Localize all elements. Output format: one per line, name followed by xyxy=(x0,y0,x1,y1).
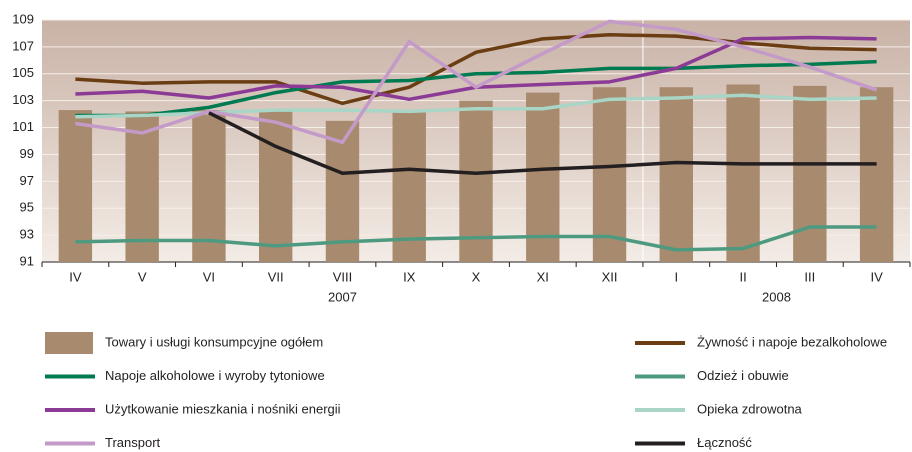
y-tick-label: 99 xyxy=(20,146,34,161)
y-tick-label: 109 xyxy=(12,11,34,26)
legend-label: Napoje alkoholowe i wyroby tytoniowe xyxy=(105,368,325,383)
y-tick-label: 103 xyxy=(12,92,34,107)
x-tick-label: VI xyxy=(203,269,215,284)
x-tick-label: IX xyxy=(403,269,416,284)
x-tick-label: X xyxy=(472,269,481,284)
legend-swatch xyxy=(45,332,93,354)
x-tick-label: XI xyxy=(537,269,549,284)
line-series xyxy=(75,19,878,145)
bar xyxy=(259,110,293,262)
bar xyxy=(58,110,93,262)
y-tick-label: 91 xyxy=(20,253,34,268)
y-tick-label: 101 xyxy=(12,119,34,134)
y-tick-label: 95 xyxy=(20,200,34,215)
bar xyxy=(192,110,226,262)
line-series xyxy=(75,59,877,118)
x-tick-label: II xyxy=(739,269,746,284)
y-tick-label: 97 xyxy=(20,173,34,188)
x-tick-label: I xyxy=(674,269,678,284)
legend-label: Łączność xyxy=(697,435,752,450)
x-tick-label: V xyxy=(138,269,147,284)
bar xyxy=(659,87,693,262)
line-series xyxy=(75,33,877,106)
bar xyxy=(526,92,560,262)
y-tick-label: 105 xyxy=(12,65,34,80)
bar xyxy=(125,111,159,262)
y-tick-label: 93 xyxy=(20,227,34,242)
bar xyxy=(726,84,760,263)
x-tick-label: XII xyxy=(602,269,618,284)
x-tick-label: VII xyxy=(268,269,284,284)
line-series xyxy=(75,225,877,252)
x-tick-label: III xyxy=(804,269,815,284)
bar xyxy=(592,87,627,262)
line-series xyxy=(208,111,877,176)
bar xyxy=(459,100,493,263)
x-tick-label: IV xyxy=(69,269,82,284)
bar xyxy=(793,85,827,262)
legend-label: Towary i usługi konsumpcyjne ogółem xyxy=(105,334,323,349)
x-tick-label: VIII xyxy=(333,269,353,284)
legend-label: Użytkowanie mieszkania i nośniki energii xyxy=(105,401,341,416)
x-tick-label: IV xyxy=(870,269,883,284)
legend-label: Transport xyxy=(105,435,161,450)
year-label: 2007 xyxy=(328,289,357,304)
legend-label: Odzież i obuwie xyxy=(697,368,789,383)
legend-label: Opieka zdrowotna xyxy=(697,401,803,416)
bar xyxy=(392,111,426,262)
bar xyxy=(859,87,894,262)
legend-label: Żywność i napoje bezalkoholowe xyxy=(697,334,887,349)
year-label: 2008 xyxy=(762,289,791,304)
bar xyxy=(325,120,360,262)
y-tick-label: 107 xyxy=(12,38,34,53)
